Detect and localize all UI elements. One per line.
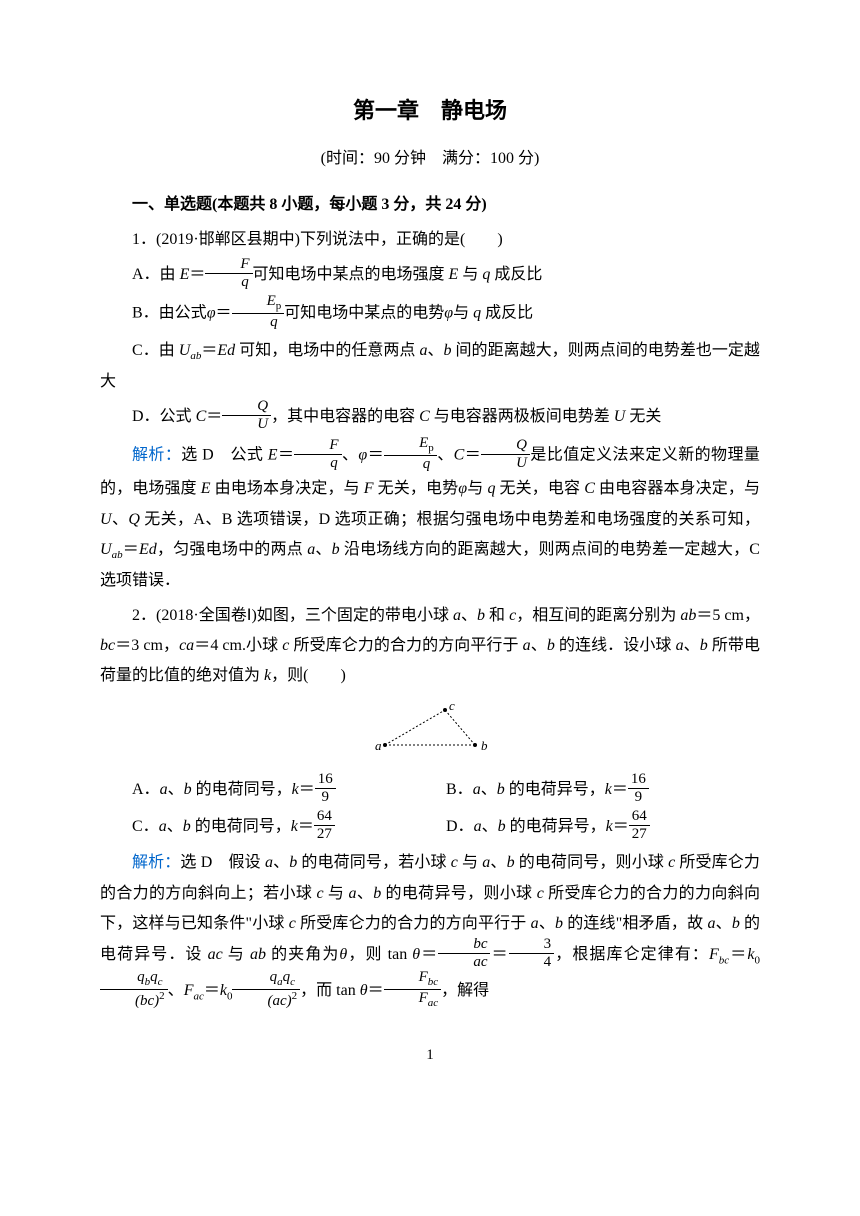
section-heading: 一、单选题(本题共 8 小题，每小题 3 分，共 24 分) [100,190,760,220]
svg-text:a: a [375,738,382,753]
q2-stem: 2．(2018·全国卷Ⅰ)如图，三个固定的带电小球 a、b 和 c，相互间的距离… [100,601,760,692]
q2-diagram: a b c [100,700,760,766]
analysis-label: 解析： [132,854,180,871]
q1-stem: 1．(2019·邯郸区县期中)下列说法中，正确的是( ) [100,225,760,255]
q1-option-a: A．由 E＝Fq可知电场中某点的电场强度 E 与 q 成反比 [100,259,760,292]
q1-option-b: B．由公式φ＝Epq可知电场中某点的电势φ与 q 成反比 [100,296,760,332]
q2-options-row2: C．a、b 的电荷同号，k＝6427 D．a、b 的电荷异号，k＝6427 [100,811,760,844]
chapter-title: 第一章 静电场 [100,90,760,132]
page-number: 1 [100,1041,760,1070]
q2-options-row1: A．a、b 的电荷同号，k＝169 B．a、b 的电荷异号，k＝169 [100,774,760,807]
q2-option-b: B．a、b 的电荷异号，k＝169 [446,774,760,807]
q2-option-c: C．a、b 的电荷同号，k＝6427 [132,811,446,844]
q2-option-a: A．a、b 的电荷同号，k＝169 [132,774,446,807]
exam-meta: (时间：90 分钟 满分：100 分) [100,144,760,174]
q2-option-d: D．a、b 的电荷异号，k＝6427 [446,811,760,844]
q1-option-d: D．公式 C＝QU，其中电容器的电容 C 与电容器两极板间电势差 U 无关 [100,401,760,434]
q1-analysis: 解析：选 D 公式 E＝Fq、φ＝Epq、C＝QU是比值定义法来定义新的物理量的… [100,438,760,596]
q2-analysis: 解析：选 D 假设 a、b 的电荷同号，若小球 c 与 a、b 的电荷同号，则小… [100,848,760,1011]
analysis-label: 解析： [132,447,181,464]
q1-option-c: C．由 Uab＝Ed 可知，电场中的任意两点 a、b 间的距离越大，则两点间的电… [100,336,760,397]
svg-text:b: b [481,738,488,753]
svg-text:c: c [449,700,455,713]
